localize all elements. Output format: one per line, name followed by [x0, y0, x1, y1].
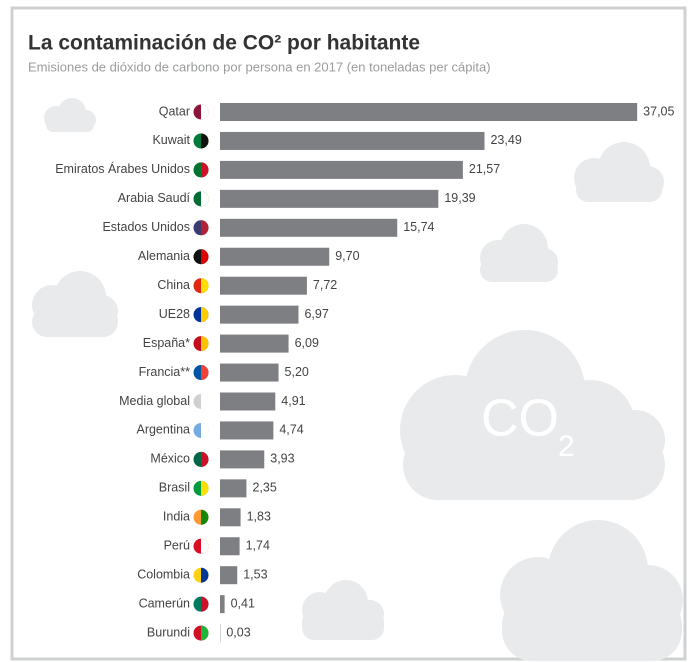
- category-label: Burundi: [147, 625, 190, 639]
- flag: [201, 162, 209, 178]
- flag: [201, 538, 209, 554]
- bar: [220, 334, 289, 353]
- value-label: 1,83: [247, 510, 271, 524]
- cloud-subscript: 2: [558, 430, 575, 463]
- chart-subtitle: Emisiones de dióxido de carbono por pers…: [28, 59, 491, 74]
- flag: [201, 451, 209, 467]
- bar: [220, 421, 274, 440]
- category-label: España*: [143, 336, 190, 350]
- value-label: 9,70: [335, 249, 359, 263]
- value-label: 21,57: [469, 162, 500, 176]
- bar: [220, 479, 247, 498]
- flag: [201, 394, 209, 409]
- value-label: 4,74: [279, 423, 303, 437]
- flag: [201, 596, 209, 612]
- value-label: 4,91: [281, 394, 305, 408]
- value-label: 0,03: [226, 625, 250, 639]
- value-label: 5,20: [285, 365, 309, 379]
- value-label: 1,74: [246, 539, 270, 553]
- bar: [220, 392, 276, 411]
- flag: [201, 133, 209, 149]
- flag: [201, 278, 209, 294]
- value-label: 15,74: [403, 220, 434, 234]
- bar: [220, 305, 299, 324]
- bar: [220, 247, 330, 266]
- value-label: 6,09: [295, 336, 319, 350]
- category-label: India: [163, 510, 190, 524]
- category-label: UE28: [159, 307, 190, 321]
- bar: [220, 131, 485, 150]
- bar: [220, 276, 307, 295]
- flag: [201, 336, 209, 352]
- clouds: [32, 98, 683, 661]
- category-label: Alemania: [138, 249, 190, 263]
- flag: [201, 567, 209, 583]
- value-label: 3,93: [270, 452, 294, 466]
- value-label: 23,49: [490, 133, 521, 147]
- chart-title: La contaminación de CO² por habitante: [28, 32, 420, 55]
- bar: [220, 189, 439, 208]
- category-label: Qatar: [159, 104, 190, 118]
- flag: [201, 249, 209, 265]
- flag: [201, 422, 209, 438]
- bar: [220, 363, 279, 382]
- flag: [201, 220, 209, 236]
- flag: [201, 509, 209, 525]
- flag: [201, 625, 209, 641]
- category-label: Estados Unidos: [102, 220, 190, 234]
- cloud-label: CO: [481, 390, 559, 448]
- category-label: Brasil: [159, 481, 190, 495]
- bar: [220, 537, 240, 556]
- category-label: México: [150, 452, 190, 466]
- category-label: Perú: [164, 539, 190, 553]
- category-label: Emiratos Árabes Unidos: [55, 161, 190, 176]
- value-label: 2,35: [252, 481, 276, 495]
- value-label: 0,41: [231, 596, 255, 610]
- category-label: Arabia Saudí: [118, 191, 191, 205]
- category-label: Camerún: [139, 596, 190, 610]
- flag: [201, 191, 209, 207]
- flag: [201, 104, 209, 120]
- flag: [201, 365, 209, 381]
- value-label: 6,97: [304, 307, 328, 321]
- category-label: Colombia: [137, 567, 190, 581]
- value-label: 1,53: [243, 567, 267, 581]
- category-label: Media global: [119, 394, 190, 408]
- category-label: China: [157, 278, 190, 292]
- bar: [220, 160, 463, 179]
- bar: [220, 595, 225, 614]
- category-label: Kuwait: [152, 133, 190, 147]
- value-label: 37,05: [643, 104, 674, 118]
- category-label: Francia**: [139, 365, 191, 379]
- bar: [220, 508, 241, 527]
- flag: [201, 307, 209, 323]
- bar: [220, 566, 238, 585]
- flag: [201, 480, 209, 496]
- bar: [220, 218, 398, 237]
- bar: [220, 103, 638, 121]
- bar: [220, 450, 265, 469]
- value-label: 19,39: [444, 191, 475, 205]
- value-label: 7,72: [313, 278, 337, 292]
- category-label: Argentina: [136, 423, 190, 437]
